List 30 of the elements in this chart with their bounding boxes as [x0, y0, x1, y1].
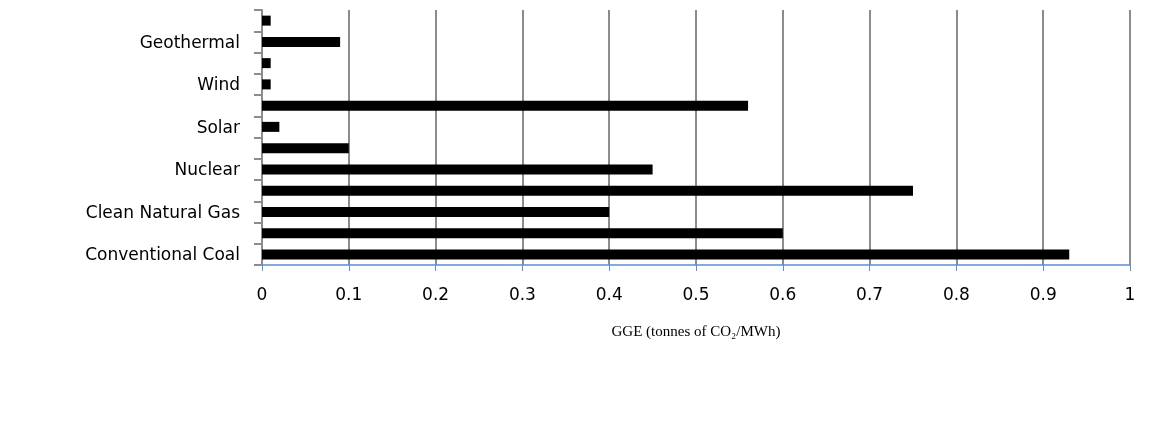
bar: [262, 36, 341, 47]
x-tick-label: 0.9: [1029, 283, 1057, 304]
bar: [262, 15, 271, 26]
bar: [262, 228, 783, 239]
bar: [262, 164, 653, 175]
y-tick-label: Wind: [197, 74, 240, 95]
x-tick-label: 1: [1124, 283, 1136, 304]
x-tick-label: 0.4: [595, 283, 623, 304]
x-tick-label: 0.7: [856, 283, 884, 304]
bar: [262, 100, 749, 111]
bar: [262, 143, 349, 154]
x-axis-title: GGE (tonnes of CO₂/MWh): [611, 322, 781, 340]
x-tick-label: 0.2: [422, 283, 450, 304]
bar: [262, 58, 271, 69]
x-tick-label: 0.1: [335, 283, 363, 304]
x-tick-label: 0.8: [942, 283, 970, 304]
bar: [262, 185, 913, 196]
bar: [262, 249, 1070, 260]
x-tick-label: 0.3: [508, 283, 536, 304]
bar: [262, 206, 610, 217]
y-tick-label: Clean Natural Gas: [85, 201, 241, 222]
y-tick-label: Solar: [196, 116, 240, 137]
x-tick-label: 0.5: [682, 283, 710, 304]
y-tick-label: Nuclear: [174, 159, 240, 180]
x-tick-label: 0: [256, 283, 268, 304]
y-tick-label: Geothermal: [139, 31, 240, 52]
y-tick-label: Conventional Coal: [85, 244, 240, 265]
bar: [262, 79, 271, 90]
bar: [262, 121, 280, 132]
x-tick-label: 0.6: [769, 283, 797, 304]
